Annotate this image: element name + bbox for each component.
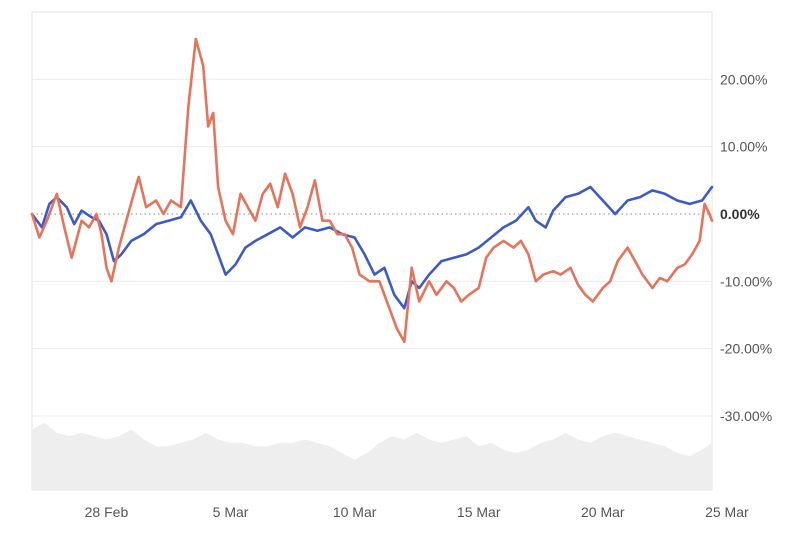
x-tick-label: 28 Feb [85,504,129,520]
series-line-1 [30,185,714,310]
x-tick-label: 5 Mar [213,504,249,520]
y-tick-label: 10.00% [720,139,767,155]
y-tick-label: 20.00% [720,71,767,87]
y-tick-label: -30.00% [720,408,772,424]
x-tick-label: 15 Mar [457,504,501,520]
series-line-2 [30,37,714,344]
volume-area-shape [32,422,712,490]
x-axis-ticks: 28 Feb 5 Mar 10 Mar 15 Mar 20 Mar 25 Mar [85,504,749,520]
y-tick-label: -20.00% [720,341,772,357]
y-axis-ticks: 20.00% 10.00% 0.00% -10.00% -20.00% -30.00% [720,71,772,424]
x-tick-label: 10 Mar [333,504,377,520]
grid [31,11,713,491]
y-tick-label: -10.00% [720,273,772,289]
volume-area [32,422,712,490]
series-lines [30,37,714,344]
x-tick-label: 20 Mar [581,504,625,520]
plot-frame [31,11,713,491]
x-tick-label: 25 Mar [705,504,749,520]
y-tick-label: 0.00% [720,206,760,222]
